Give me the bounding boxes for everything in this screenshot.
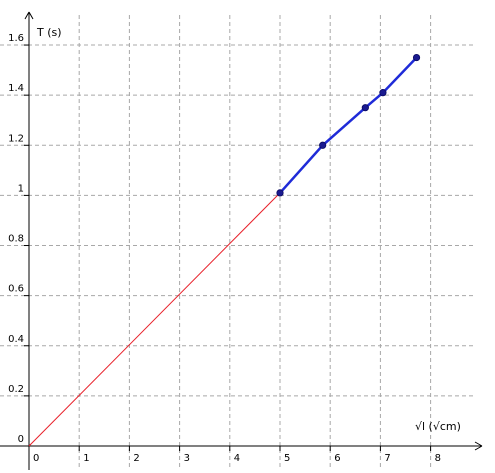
data-point <box>379 89 387 97</box>
y-tick-label: 1.6 <box>8 33 24 44</box>
x-tick-label: 0 <box>33 453 39 464</box>
x-tick-label: 3 <box>184 453 190 464</box>
y-axis-arrow-icon <box>24 11 34 20</box>
x-tick-label: 2 <box>133 453 139 464</box>
x-tick-label: 4 <box>234 453 240 464</box>
grid <box>0 15 475 468</box>
y-tick-label: 1 <box>18 183 24 194</box>
series-layer <box>28 53 421 447</box>
x-tick-label: 6 <box>334 453 340 464</box>
x-axis-label: √l (√cm) <box>415 420 461 433</box>
x-tick-label: 5 <box>284 453 290 464</box>
series-line-0 <box>28 192 281 447</box>
x-axis-arrow-icon <box>474 441 483 451</box>
y-tick-label: 1.2 <box>8 133 24 144</box>
axes <box>0 11 483 470</box>
x-tick-label: 8 <box>435 453 441 464</box>
y-tick-label: 0.8 <box>8 234 24 245</box>
data-point <box>319 141 327 149</box>
series-line-1 <box>279 56 418 194</box>
y-tick-label: 0 <box>18 434 24 445</box>
y-tick-label: 0.2 <box>8 384 24 395</box>
y-tick-label: 0.4 <box>8 334 24 345</box>
y-tick-label: 0.6 <box>8 284 24 295</box>
data-point <box>276 189 284 197</box>
y-tick-label: 1.4 <box>8 83 24 94</box>
tick-labels: 0 1 2 3 4 5 6 7 8 0 0.2 0.4 0.6 0.8 1 1.2 1.4 1.6 <box>8 33 441 464</box>
data-point <box>412 53 421 62</box>
y-axis-label: T (s) <box>36 26 62 39</box>
data-point <box>361 104 369 112</box>
x-tick-label: 7 <box>384 453 390 464</box>
x-tick-label: 1 <box>83 453 89 464</box>
